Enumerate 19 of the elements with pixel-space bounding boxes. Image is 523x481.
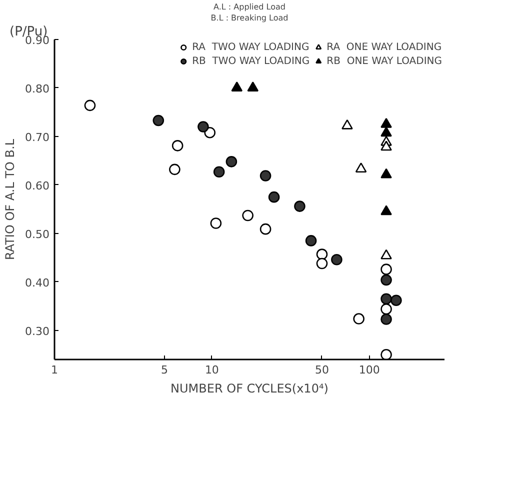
x-tick-label: 100 (358, 364, 380, 376)
legend-label: RB ONE WAY LOADING (326, 55, 442, 67)
legend-label: RA TWO WAY LOADING (192, 41, 310, 53)
y-tick-label: 0.60 (25, 179, 50, 192)
x-tick-label: 5 (161, 364, 168, 376)
legend-label: RA ONE WAY LOADING (326, 41, 442, 53)
text: A.L : Applied Load (214, 2, 286, 12)
y-tick-label: 0.70 (25, 130, 50, 144)
y-tick-label: 0.30 (25, 324, 50, 338)
y-tick-label: 0.80 (25, 82, 50, 96)
x-tick-label: 1 (51, 364, 58, 376)
text: B.L : Breaking Load (210, 14, 288, 22)
y-tick-label: 0.40 (25, 276, 50, 290)
y-tick-label: 0.50 (25, 228, 50, 241)
x-tick-label: 10 (204, 364, 219, 376)
x-tick-label: 50 (314, 364, 329, 376)
y-axis-title: RATIO OF A.L TO B.L (3, 138, 18, 260)
x-axis-title: NUMBER OF CYCLES(x10⁴) (170, 382, 328, 396)
legend-label: RB TWO WAY LOADING (192, 55, 310, 67)
